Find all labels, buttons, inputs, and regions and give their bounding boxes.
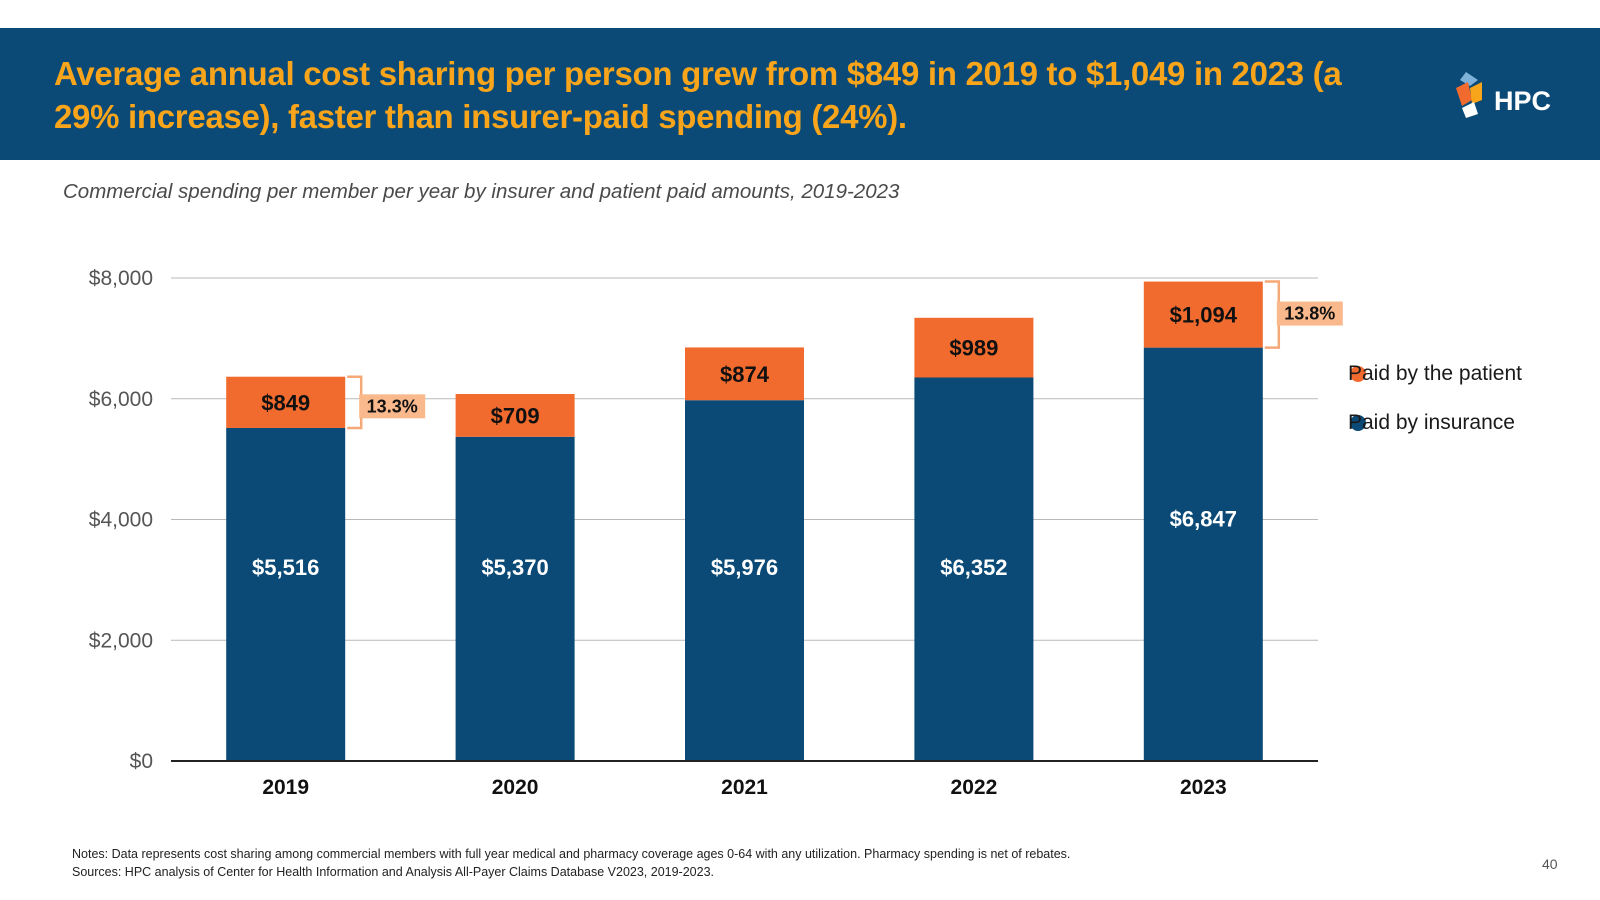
x-tick-label: 2022 <box>951 776 998 799</box>
data-label-insurance: $5,370 <box>481 555 548 580</box>
data-label-patient: $709 <box>491 403 540 428</box>
hpc-logo-icon <box>1456 72 1482 118</box>
annotation-percent: 13.3% <box>367 396 418 416</box>
data-label-insurance: $6,847 <box>1170 507 1237 532</box>
title-banner <box>0 28 1600 160</box>
bar-insurance <box>455 436 575 761</box>
data-label-patient: $849 <box>261 390 310 415</box>
x-tick-label: 2020 <box>492 776 539 799</box>
bar-patient <box>226 376 346 428</box>
footnotes: Notes: Data represents cost sharing amon… <box>72 845 1070 881</box>
bar-patient <box>455 393 575 437</box>
data-label-patient: $1,094 <box>1170 303 1238 328</box>
annotation-box <box>359 394 426 419</box>
bar-insurance <box>685 400 804 761</box>
data-label-patient: $874 <box>720 362 770 387</box>
y-tick-label: $6,000 <box>89 388 153 411</box>
annotation-box <box>1276 301 1343 326</box>
sources-text: Sources: HPC analysis of Center for Heal… <box>72 865 714 879</box>
y-tick-label: $0 <box>130 750 153 773</box>
chart-subtitle: Commercial spending per member per year … <box>63 180 900 203</box>
legend-item-insurance: Paid by insurance <box>1348 411 1515 434</box>
bar-patient <box>685 347 804 401</box>
bar-insurance <box>914 377 1034 761</box>
legend-item-patient: Paid by the patient <box>1348 362 1522 385</box>
annotation-percent: 13.8% <box>1284 304 1335 324</box>
hpc-logo-text: HPC <box>1494 86 1552 116</box>
y-tick-label: $2,000 <box>89 629 153 652</box>
page-title: Average annual cost sharing per person g… <box>54 55 1342 135</box>
y-tick-label: $4,000 <box>89 509 153 532</box>
x-tick-label: 2021 <box>721 776 768 799</box>
bar-insurance <box>226 427 346 761</box>
page-number: 40 <box>1542 856 1558 872</box>
data-label-insurance: $5,976 <box>711 555 778 580</box>
bar-patient <box>914 317 1034 378</box>
bar-patient <box>1143 281 1263 348</box>
annotation-bracket <box>347 375 363 430</box>
x-tick-label: 2019 <box>262 776 309 799</box>
x-tick-label: 2023 <box>1180 776 1227 799</box>
notes-text: Notes: Data represents cost sharing amon… <box>72 847 1071 861</box>
data-label-insurance: $6,352 <box>940 555 1007 580</box>
annotation-bracket <box>1264 280 1281 349</box>
y-tick-label: $8,000 <box>89 267 153 290</box>
legend-insurance-swatch <box>1350 415 1366 431</box>
data-label-patient: $989 <box>949 336 998 361</box>
bar-insurance <box>1143 347 1263 761</box>
legend-patient-swatch <box>1350 366 1366 382</box>
data-label-insurance: $5,516 <box>252 555 319 580</box>
